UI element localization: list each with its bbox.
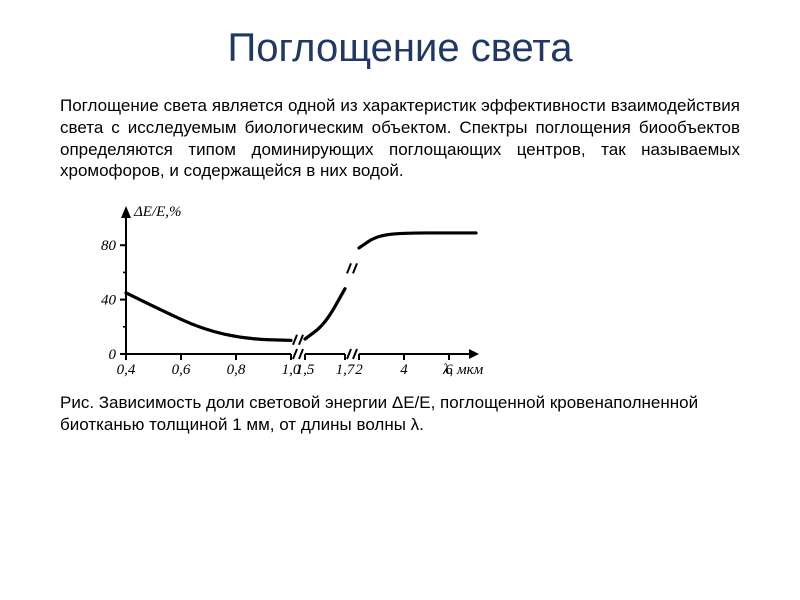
svg-text:λ, мкм: λ, мкм — [442, 362, 484, 378]
svg-text:0,4: 0,4 — [117, 362, 136, 378]
svg-text:4: 4 — [400, 362, 408, 378]
chart-svg: ΔE/E,%040800,40,60,81,01,51,7246λ, мкм — [60, 194, 580, 384]
svg-text:ΔE/E,%: ΔE/E,% — [133, 204, 182, 220]
slide-title: Поглощение света — [60, 26, 740, 71]
svg-text:0: 0 — [109, 347, 117, 363]
svg-text:0,6: 0,6 — [172, 362, 191, 378]
svg-text:2: 2 — [355, 362, 363, 378]
svg-text:1,5: 1,5 — [296, 362, 315, 378]
slide: Поглощение света Поглощение света являет… — [0, 0, 800, 600]
svg-text:0,8: 0,8 — [227, 362, 246, 378]
svg-text:40: 40 — [101, 293, 117, 309]
svg-text:1,7: 1,7 — [336, 362, 356, 378]
figure-caption: Рис. Зависимость доли световой энергии Δ… — [60, 392, 740, 436]
body-paragraph: Поглощение света является одной из харак… — [60, 95, 740, 182]
svg-text:80: 80 — [101, 238, 117, 254]
absorption-chart: ΔE/E,%040800,40,60,81,01,51,7246λ, мкм — [60, 194, 740, 384]
